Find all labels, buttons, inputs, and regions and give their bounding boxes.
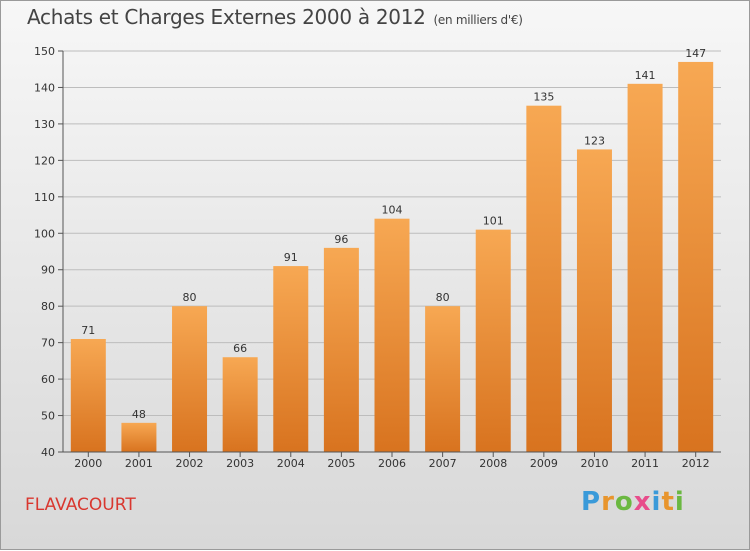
y-tick-label: 40 bbox=[41, 446, 55, 459]
y-tick-label: 100 bbox=[34, 227, 55, 240]
y-tick-label: 140 bbox=[34, 81, 55, 94]
y-tick-label: 110 bbox=[34, 191, 55, 204]
bar-value-label: 96 bbox=[334, 233, 348, 246]
location-label: FLAVACOURT bbox=[25, 495, 136, 515]
x-tick-label: 2007 bbox=[429, 457, 457, 470]
x-tick-label: 2011 bbox=[631, 457, 659, 470]
logo-letter: t bbox=[661, 487, 675, 517]
y-tick-label: 70 bbox=[41, 337, 55, 350]
y-tick-label: 120 bbox=[34, 154, 55, 167]
x-tick-label: 2002 bbox=[176, 457, 204, 470]
axes: 40 50 60 70 80 90 100 110 120 130 140 150 2000 2001 20… bbox=[34, 45, 721, 470]
x-tick-label: 2012 bbox=[682, 457, 710, 470]
bar-value-label: 141 bbox=[635, 69, 656, 82]
logo-letter: i bbox=[651, 487, 662, 517]
y-tick-label: 130 bbox=[34, 118, 55, 131]
bar-value-label: 66 bbox=[233, 342, 247, 355]
bar-value-label: 147 bbox=[685, 47, 706, 60]
bar-2012 bbox=[678, 61, 714, 452]
y-tick-label: 80 bbox=[41, 300, 55, 313]
bar-2003 bbox=[222, 357, 258, 452]
x-tick-label: 2004 bbox=[277, 457, 305, 470]
x-tick-label: 2001 bbox=[125, 457, 153, 470]
chart-title-text: Achats et Charges Externes 2000 à 2012 bbox=[27, 5, 426, 29]
x-tick-label: 2010 bbox=[580, 457, 608, 470]
logo-letter: x bbox=[633, 487, 652, 517]
bar-2001 bbox=[121, 422, 157, 452]
bar-2010 bbox=[576, 149, 612, 452]
bar-value-label: 80 bbox=[436, 291, 450, 304]
bar-value-label: 71 bbox=[81, 324, 95, 337]
bar-value-label: 135 bbox=[533, 91, 554, 104]
bar-2011 bbox=[627, 83, 663, 453]
logo-letter: o bbox=[614, 487, 634, 517]
bar-value-label: 101 bbox=[483, 215, 504, 228]
y-tick-label: 150 bbox=[34, 45, 55, 58]
bar-2000 bbox=[70, 338, 106, 452]
bar-value-label: 123 bbox=[584, 134, 605, 147]
bar-2008 bbox=[475, 229, 511, 452]
bar-2004 bbox=[273, 266, 309, 452]
x-tick-label: 2006 bbox=[378, 457, 406, 470]
bar-series: 71 48 80 66 91 96 104 80 101 135 123 141 147 bbox=[70, 47, 714, 453]
bar-2002 bbox=[172, 306, 208, 452]
bar-2005 bbox=[323, 247, 359, 452]
bar-2006 bbox=[374, 218, 410, 452]
y-tick-label: 90 bbox=[41, 264, 55, 277]
x-tick-label: 2005 bbox=[327, 457, 355, 470]
x-tick-label: 2003 bbox=[226, 457, 254, 470]
logo-letter: i bbox=[674, 487, 685, 517]
x-tick-label: 2008 bbox=[479, 457, 507, 470]
bar-value-label: 80 bbox=[183, 291, 197, 304]
logo-letter: r bbox=[601, 487, 615, 517]
chart-title: Achats et Charges Externes 2000 à 2012 (e… bbox=[27, 5, 523, 29]
bar-2009 bbox=[526, 105, 562, 452]
chart-subtitle: (en milliers d'€) bbox=[433, 13, 523, 27]
bar-value-label: 104 bbox=[382, 204, 403, 217]
bar-value-label: 91 bbox=[284, 251, 298, 264]
x-tick-label: 2000 bbox=[74, 457, 102, 470]
bar-2007 bbox=[425, 306, 461, 452]
bar-value-label: 48 bbox=[132, 408, 146, 421]
y-tick-label: 50 bbox=[41, 410, 55, 423]
x-tick-label: 2009 bbox=[530, 457, 558, 470]
y-tick-label: 60 bbox=[41, 373, 55, 386]
logo-letter: P bbox=[581, 487, 602, 517]
proxiti-logo: Proxiti bbox=[581, 487, 685, 517]
